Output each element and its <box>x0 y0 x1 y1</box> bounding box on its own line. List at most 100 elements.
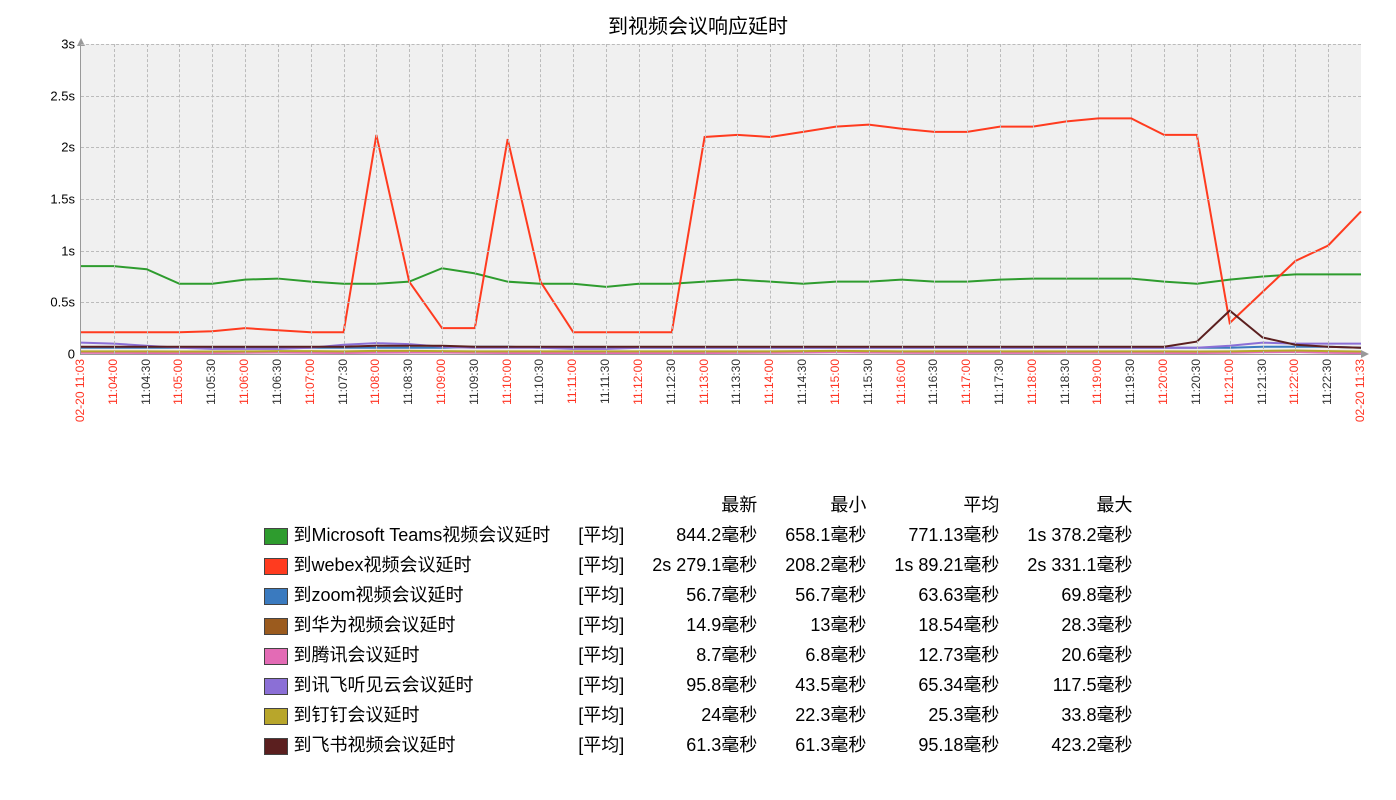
legend-max: 423.2毫秒 <box>1013 729 1146 759</box>
legend-agg-type: [平均] <box>564 669 638 699</box>
x-tick-label: 11:20:30 <box>1189 359 1203 405</box>
x-tick-label: 11:21:30 <box>1255 359 1269 405</box>
legend-row: 到飞书视频会议延时[平均]61.3毫秒61.3毫秒95.18毫秒423.2毫秒 <box>250 729 1147 759</box>
x-tick-label: 11:21:00 <box>1222 359 1236 405</box>
y-tick-label: 2s <box>30 140 75 155</box>
x-tick-label: 11:11:30 <box>598 359 612 404</box>
legend-name-cell: 到钉钉会议延时 <box>250 699 565 729</box>
legend-swatch <box>264 678 288 695</box>
legend-avg: 771.13毫秒 <box>880 519 1013 549</box>
legend-name-cell: 到腾讯会议延时 <box>250 639 565 669</box>
series-line <box>81 118 1361 332</box>
x-tick-label: 11:06:00 <box>237 359 251 405</box>
legend-avg: 18.54毫秒 <box>880 609 1013 639</box>
plot-area <box>80 44 1361 355</box>
x-tick-label: 11:05:30 <box>204 359 218 405</box>
y-tick-label: 2.5s <box>30 88 75 103</box>
legend-min: 6.8毫秒 <box>771 639 880 669</box>
legend-name-cell: 到华为视频会议延时 <box>250 609 565 639</box>
x-tick-label: 11:22:30 <box>1320 359 1334 405</box>
legend-latest: 61.3毫秒 <box>638 729 771 759</box>
legend-agg-type: [平均] <box>564 549 638 579</box>
legend-series-name: 到讯飞听见云会议延时 <box>294 675 474 695</box>
x-tick-label: 11:19:30 <box>1123 359 1137 405</box>
legend-agg-type: [平均] <box>564 579 638 609</box>
legend-agg-type: [平均] <box>564 729 638 759</box>
legend-series-name: 到腾讯会议延时 <box>294 645 420 665</box>
legend-avg: 65.34毫秒 <box>880 669 1013 699</box>
legend-swatch <box>264 618 288 635</box>
x-tick-label: 11:08:00 <box>368 359 382 405</box>
legend-header-latest: 最新 <box>638 489 771 519</box>
x-tick-label: 11:16:30 <box>926 359 940 405</box>
x-tick-label: 02-20 11:03 <box>73 359 87 422</box>
legend-max: 33.8毫秒 <box>1013 699 1146 729</box>
legend-name-cell: 到Microsoft Teams视频会议延时 <box>250 519 565 549</box>
x-tick-label: 11:18:30 <box>1058 359 1072 405</box>
chart-title: 到视频会议响应延时 <box>10 10 1386 39</box>
x-tick-label: 11:12:30 <box>664 359 678 405</box>
legend-name-cell: 到webex视频会议延时 <box>250 549 565 579</box>
x-tick-label: 11:10:30 <box>532 359 546 405</box>
legend-avg: 1s 89.21毫秒 <box>880 549 1013 579</box>
legend-avg: 63.63毫秒 <box>880 579 1013 609</box>
x-tick-label: 11:09:30 <box>467 359 481 405</box>
chart-area: 00.5s1s1.5s2s2.5s3s 02-20 11:0311:04:001… <box>80 44 1356 469</box>
x-tick-label: 11:04:30 <box>139 359 153 405</box>
legend-max: 20.6毫秒 <box>1013 639 1146 669</box>
series-line <box>81 350 1361 351</box>
legend-header-avg: 平均 <box>880 489 1013 519</box>
legend-row: 到华为视频会议延时 [平均]14.9毫秒13毫秒18.54毫秒28.3毫秒 <box>250 609 1147 639</box>
legend-series-name: 到钉钉会议延时 <box>294 705 420 725</box>
x-tick-label: 11:20:00 <box>1156 359 1170 405</box>
legend-latest: 14.9毫秒 <box>638 609 771 639</box>
legend-series-name: 到webex视频会议延时 <box>294 555 472 575</box>
legend-header-max: 最大 <box>1013 489 1146 519</box>
legend-max: 117.5毫秒 <box>1013 669 1146 699</box>
x-tick-label: 11:04:00 <box>106 359 120 405</box>
x-tick-label: 11:15:30 <box>861 359 875 405</box>
x-tick-label: 11:05:00 <box>171 359 185 405</box>
x-tick-label: 11:07:30 <box>336 359 350 405</box>
legend-latest: 24毫秒 <box>638 699 771 729</box>
legend-agg-type: [平均] <box>564 699 638 729</box>
x-tick-label: 11:12:00 <box>631 359 645 405</box>
x-tick-label: 11:08:30 <box>401 359 415 405</box>
legend-agg-type: [平均] <box>564 639 638 669</box>
y-tick-label: 1.5s <box>30 192 75 207</box>
legend-min: 61.3毫秒 <box>771 729 880 759</box>
legend-agg-type: [平均] <box>564 609 638 639</box>
legend-swatch <box>264 528 288 545</box>
legend-min: 658.1毫秒 <box>771 519 880 549</box>
legend-name-cell: 到讯飞听见云会议延时 <box>250 669 565 699</box>
legend-header-min: 最小 <box>771 489 880 519</box>
x-tick-label: 11:18:00 <box>1025 359 1039 405</box>
legend-min: 13毫秒 <box>771 609 880 639</box>
legend-max: 28.3毫秒 <box>1013 609 1146 639</box>
legend-name-cell: 到飞书视频会议延时 <box>250 729 565 759</box>
legend-series-name: 到Microsoft Teams视频会议延时 <box>294 525 551 545</box>
x-tick-label: 11:13:00 <box>697 359 711 405</box>
legend-avg: 95.18毫秒 <box>880 729 1013 759</box>
legend-swatch <box>264 708 288 725</box>
x-tick-label: 02-20 11:33 <box>1353 359 1367 422</box>
x-tick-label: 11:16:00 <box>894 359 908 405</box>
legend-row: 到Microsoft Teams视频会议延时[平均]844.2毫秒658.1毫秒… <box>250 519 1147 549</box>
legend-agg-type: [平均] <box>564 519 638 549</box>
legend-min: 56.7毫秒 <box>771 579 880 609</box>
x-tick-label: 11:19:00 <box>1090 359 1104 405</box>
legend-max: 2s 331.1毫秒 <box>1013 549 1146 579</box>
x-tick-label: 11:06:30 <box>270 359 284 405</box>
legend-latest: 95.8毫秒 <box>638 669 771 699</box>
x-tick-label: 11:17:00 <box>959 359 973 405</box>
legend-row: 到钉钉会议延时[平均]24毫秒22.3毫秒25.3毫秒33.8毫秒 <box>250 699 1147 729</box>
x-tick-label: 11:13:30 <box>729 359 743 405</box>
legend-series-name: 到zoom视频会议延时 <box>294 585 464 605</box>
y-tick-label: 0 <box>30 347 75 362</box>
legend-row: 到webex视频会议延时[平均]2s 279.1毫秒208.2毫秒1s 89.2… <box>250 549 1147 579</box>
y-tick-label: 1s <box>30 243 75 258</box>
series-line <box>81 266 1361 287</box>
x-tick-label: 11:17:30 <box>992 359 1006 405</box>
legend-series-name: 到华为视频会议延时 <box>294 615 456 635</box>
legend-avg: 12.73毫秒 <box>880 639 1013 669</box>
